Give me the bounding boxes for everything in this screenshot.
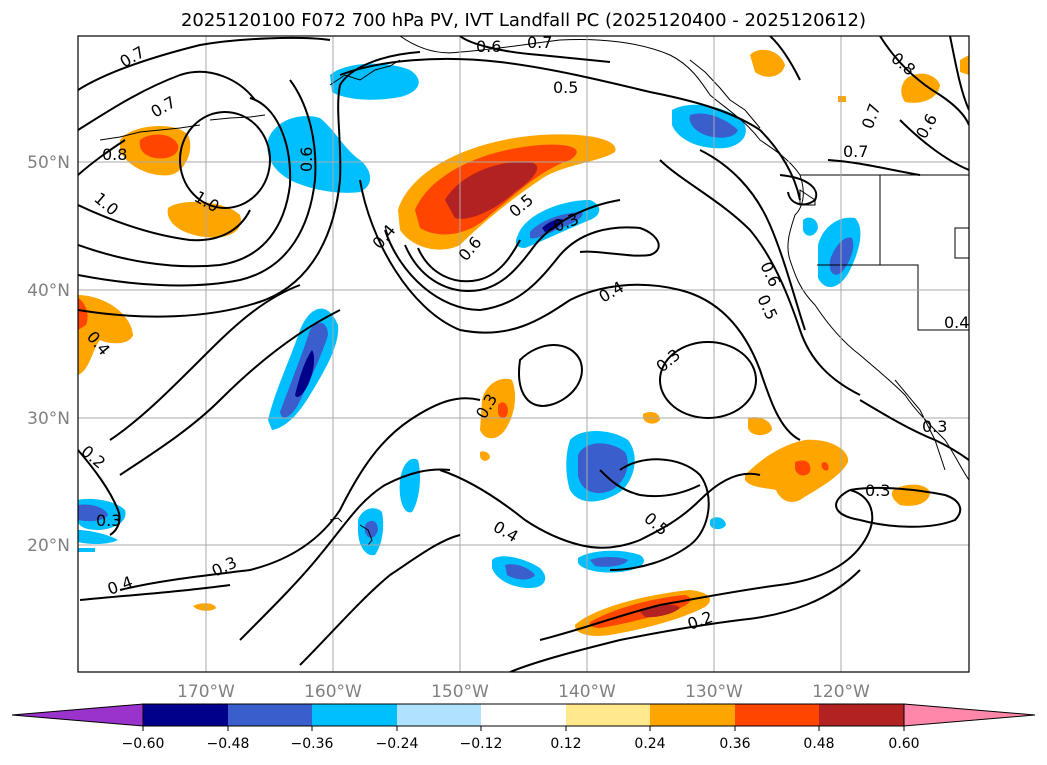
colorbar-label: 0.60 [888, 736, 919, 752]
lat-label: 20°N [27, 536, 70, 556]
lon-label: 160°W [304, 682, 362, 702]
colorbar-label: −0.36 [291, 736, 334, 752]
colorbar-bin [228, 704, 312, 726]
colorbar-bin [312, 704, 397, 726]
contour-lines [78, 36, 969, 672]
lat-label: 40°N [27, 281, 70, 301]
colorbar-label: −0.60 [122, 736, 165, 752]
contour-label: 0.4 [944, 313, 969, 332]
contour-label: 0.6 [476, 37, 501, 56]
colorbar-bin [397, 704, 481, 726]
colorbar: −0.60 −0.48 −0.36 −0.24 −0.12 0.12 0.24 … [11, 703, 1036, 752]
colorbar-bin [735, 704, 819, 726]
colorbar-bin [650, 704, 735, 726]
coastlines [99, 36, 969, 546]
colorbar-bin [819, 704, 904, 726]
lon-label: 170°W [177, 682, 235, 702]
colorbar-label: −0.12 [460, 736, 503, 752]
lon-label: 140°W [558, 682, 616, 702]
map-panel: 0.7 0.6 0.7 0.5 0.8 0.7 0.6 0.7 0.6 0.8 … [78, 33, 969, 672]
contour-label: 0.3 [865, 481, 890, 500]
colorbar-bin [481, 704, 566, 726]
lat-label: 30°N [27, 409, 70, 429]
map-border [77, 35, 970, 673]
latitude-labels: 50°N 40°N 30°N 20°N [27, 153, 70, 556]
contour-label: 0.3 [96, 511, 121, 530]
colorbar-label: −0.24 [376, 736, 419, 752]
colorbar-label: 0.36 [719, 736, 750, 752]
colorbar-label: −0.48 [207, 736, 250, 752]
contour-label: 0.3 [922, 417, 947, 436]
lat-label: 50°N [27, 153, 70, 173]
colorbar-label: 0.12 [550, 736, 581, 752]
colorbar-extend-high [903, 703, 1036, 727]
colorbar-label: 0.24 [634, 736, 665, 752]
contour-label: 0.7 [527, 33, 552, 52]
lon-label: 130°W [685, 682, 743, 702]
contour-label: 0.5 [553, 78, 578, 97]
colorbar-label: 0.48 [803, 736, 834, 752]
contour-label: 0.7 [843, 142, 868, 161]
contour-label: 0.6 [297, 147, 316, 172]
colorbar-bin [143, 704, 228, 726]
colorbar-extend-low [11, 703, 144, 727]
lon-label: 120°W [812, 682, 870, 702]
lon-label: 150°W [431, 682, 489, 702]
longitude-labels: 170°W 160°W 150°W 140°W 130°W 120°W [177, 682, 870, 702]
contour-label: 0.8 [102, 145, 127, 164]
colorbar-bin [566, 704, 650, 726]
map-title: 2025120100 F072 700 hPa PV, IVT Landfall… [180, 10, 867, 31]
